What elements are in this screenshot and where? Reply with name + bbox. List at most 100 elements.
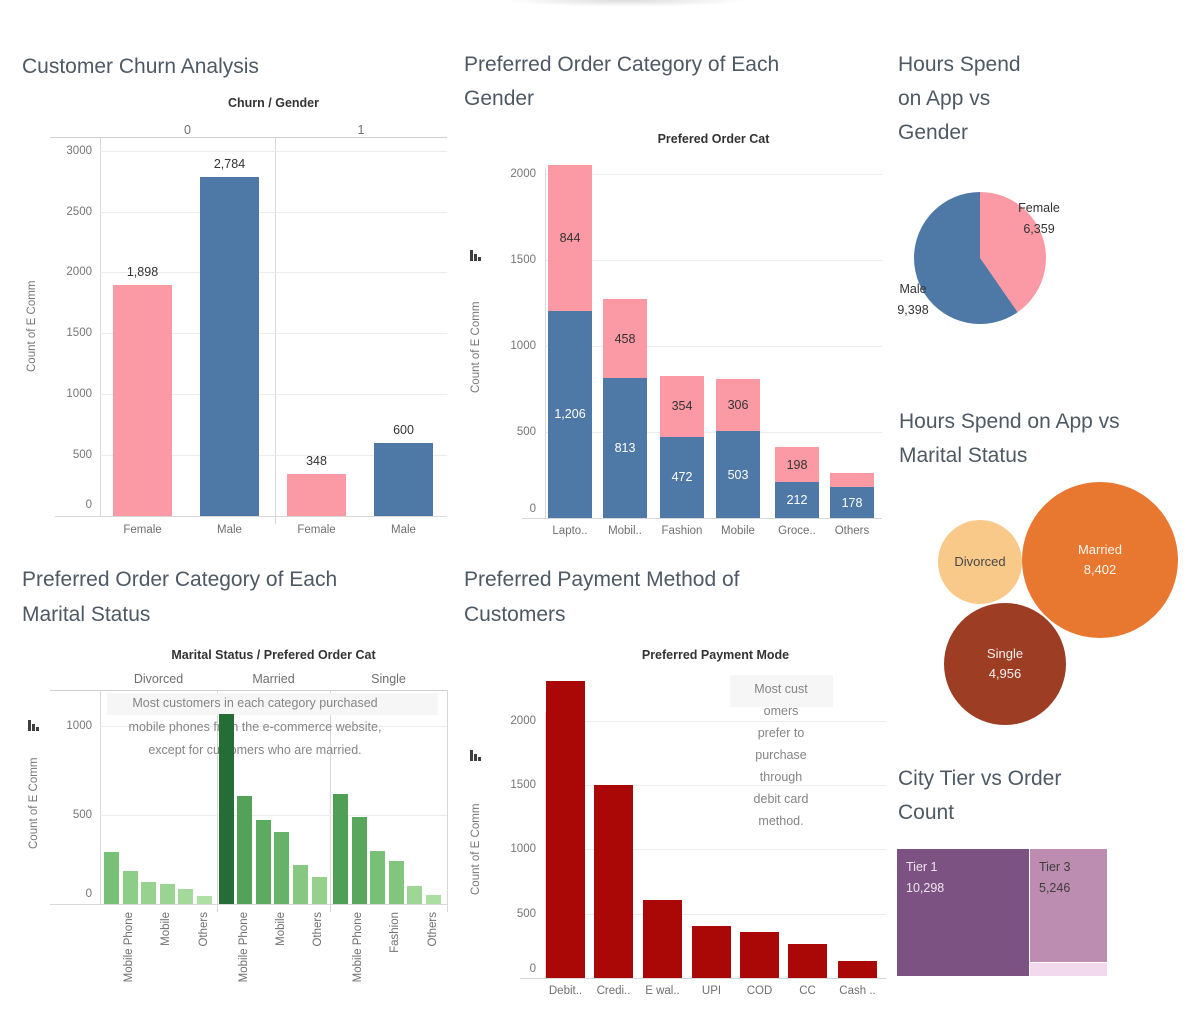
panel-city-tier: City Tier vs Order Count Tier 1 10,298 Tier…	[890, 750, 1192, 1011]
stacked-segment-female[interactable]	[830, 472, 874, 488]
treemap-block-tier-3[interactable]: Tier 3 5,246	[1030, 849, 1107, 962]
x-tick-label: Groce..	[778, 525, 816, 537]
annotation-line: method.	[758, 814, 804, 828]
bar-married[interactable]	[255, 820, 271, 904]
bar-payment-mode[interactable]	[546, 680, 585, 978]
stacked-segment-male[interactable]	[830, 487, 874, 518]
stacked-segment-male[interactable]	[548, 310, 592, 518]
stacked-segment-female[interactable]	[548, 165, 592, 311]
chart-title: Preferred Order Category of Each Gender	[464, 48, 884, 116]
annotation-line: debit card	[753, 792, 809, 806]
x-tick-label: Mobil..	[608, 525, 642, 537]
bar-divorced[interactable]	[159, 884, 175, 904]
bubble-single[interactable]: Single 4,956	[944, 603, 1066, 725]
bar-single[interactable]	[333, 793, 348, 904]
chart-title: Customer Churn Analysis	[22, 50, 259, 84]
bar-married[interactable]	[218, 713, 234, 904]
annotation-line: prefer to	[757, 726, 805, 740]
segment-value-label: 306	[727, 398, 749, 413]
y-axis-title: Count of E Comm	[470, 803, 482, 895]
bar-payment-mode[interactable]	[643, 899, 682, 978]
title-line: Marital Status	[22, 603, 151, 626]
pie-chart[interactable]	[914, 192, 1046, 324]
bar-divorced[interactable]	[197, 895, 212, 904]
treemap-block-tier-1[interactable]: Tier 1 10,298	[897, 849, 1029, 976]
bar-payment-mode[interactable]	[788, 943, 827, 978]
bar-single[interactable]	[426, 895, 441, 904]
segment-value-label: 844	[559, 230, 581, 245]
bar-married[interactable]	[237, 796, 253, 904]
bar-married[interactable]	[311, 877, 327, 904]
x-tick-label: Male	[217, 524, 242, 536]
sort-descending-icon[interactable]	[28, 718, 42, 731]
sort-bar	[470, 250, 473, 261]
stacked-segment-male[interactable]	[775, 481, 819, 518]
pane-divider	[275, 137, 276, 524]
bar-divorced[interactable]	[104, 852, 119, 904]
gridline	[545, 785, 886, 787]
x-tick-label: Fashion	[661, 525, 703, 537]
bar-single[interactable]	[407, 886, 423, 904]
bar-male[interactable]	[200, 176, 259, 516]
bar-female[interactable]	[113, 284, 172, 516]
annotation-text: Most cust omers prefer to purchase through de…	[721, 678, 841, 832]
bar-female[interactable]	[287, 473, 346, 516]
bubble-divorced[interactable]: Divorced	[938, 520, 1022, 604]
y-tick-label: 1500	[510, 254, 536, 266]
title-line: Hours Spend on App vs	[899, 410, 1120, 433]
bar-divorced[interactable]	[141, 881, 157, 904]
bar-single[interactable]	[388, 861, 404, 904]
annotation-line: except for customers who are married.	[148, 743, 362, 757]
bar-married[interactable]	[292, 864, 308, 904]
chart-title: Preferred Payment Method of Customers	[464, 562, 739, 632]
stacked-segment-female[interactable]	[775, 447, 819, 482]
sort-descending-icon[interactable]	[470, 248, 484, 261]
bar-married[interactable]	[274, 831, 290, 904]
title-line: Gender	[464, 87, 535, 110]
bar-payment-mode[interactable]	[594, 785, 633, 978]
bar-male[interactable]	[374, 442, 433, 516]
segment-value-label: 1,206	[554, 407, 586, 422]
panel-order-gender: Preferred Order Category of Each Gender P…	[462, 40, 890, 548]
stacked-segment-male[interactable]	[660, 436, 704, 518]
bubble-value: 8,402	[1083, 562, 1117, 577]
y-axis-line	[545, 712, 546, 978]
sort-descending-icon[interactable]	[470, 748, 484, 761]
stacked-segment-female[interactable]	[603, 299, 647, 379]
x-tick-label: Male	[391, 524, 416, 536]
x-tick-label: Others	[834, 525, 870, 537]
y-axis-line	[545, 168, 546, 518]
y-axis-line	[100, 137, 101, 516]
x-tick-label: Credi..	[596, 985, 631, 997]
stacked-segment-female[interactable]	[660, 375, 704, 437]
stacked-segment-male[interactable]	[716, 431, 760, 518]
bar-divorced[interactable]	[178, 888, 194, 904]
y-tick-label: 500	[516, 426, 536, 438]
bar-payment-mode[interactable]	[740, 931, 779, 978]
bar-payment-mode[interactable]	[838, 961, 877, 978]
gridline	[545, 720, 886, 722]
y-tick-label: 3000	[66, 144, 92, 157]
bar-single[interactable]	[351, 816, 367, 904]
bubble-married[interactable]: Married 8,402	[1022, 482, 1178, 638]
y-axis-line	[100, 690, 101, 904]
segment-value-label: 503	[727, 467, 749, 482]
x-axis-line	[55, 516, 447, 517]
bar-divorced[interactable]	[122, 871, 138, 904]
annotation-line: Most customers in each category purchase…	[132, 696, 378, 710]
y-axis-title: Count of E Comm	[26, 280, 38, 372]
stacked-segment-male[interactable]	[603, 378, 647, 518]
bar-single[interactable]	[370, 851, 386, 904]
bar-value-label: 1,898	[126, 264, 159, 279]
bar-payment-mode[interactable]	[692, 925, 731, 978]
gridline	[100, 394, 447, 396]
segment-value-label: 458	[614, 331, 636, 346]
sort-bar	[478, 257, 481, 261]
sort-bar	[470, 750, 473, 761]
bubble-value: 4,956	[988, 666, 1022, 681]
segment-value-label: 212	[786, 492, 808, 507]
title-line: Marital Status	[899, 444, 1028, 467]
treemap-block[interactable]	[1030, 963, 1107, 976]
stacked-segment-female[interactable]	[716, 378, 760, 432]
annotation-line: purchase	[755, 748, 807, 762]
